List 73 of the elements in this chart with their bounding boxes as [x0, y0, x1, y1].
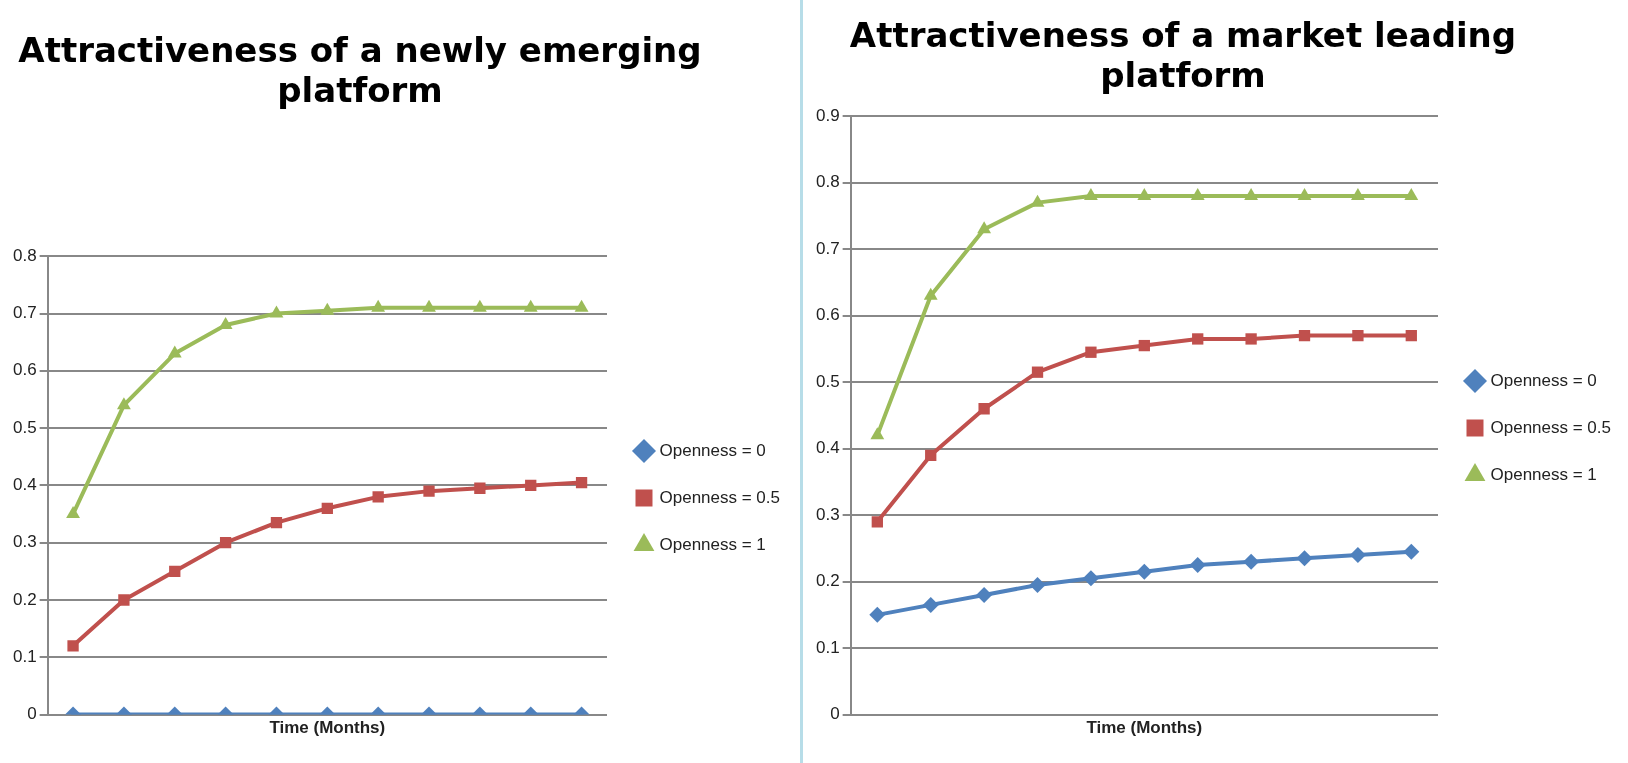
point [871, 516, 883, 528]
point [1296, 550, 1313, 567]
point [1136, 563, 1153, 580]
point [422, 299, 436, 312]
point [1403, 543, 1420, 560]
point [574, 299, 589, 312]
point [218, 316, 233, 329]
point [1083, 187, 1098, 200]
point [925, 449, 937, 461]
point [1243, 553, 1260, 570]
point [116, 397, 131, 410]
point [1085, 346, 1097, 358]
legend-label: Openness = 1 [659, 534, 766, 554]
point [1029, 576, 1046, 593]
y-tick-label: 0.7 [815, 238, 840, 258]
point [1245, 333, 1257, 345]
point [269, 305, 284, 318]
x-axis-title: Time (Months) [269, 718, 386, 738]
point [66, 506, 80, 519]
y-tick-label: 0.2 [12, 589, 37, 609]
y-tick-label: 0 [830, 704, 840, 724]
point [371, 299, 386, 312]
y-tick-label: 0.1 [815, 637, 840, 657]
legend-label: Openness = 0.5 [1490, 417, 1612, 437]
y-tick-label: 0.4 [12, 475, 37, 495]
point [923, 287, 938, 300]
point [922, 596, 939, 613]
point [1190, 187, 1205, 200]
y-tick-label: 0.1 [12, 646, 37, 666]
point [1137, 187, 1152, 200]
point [1031, 366, 1044, 378]
y-tick-label: 0.7 [12, 303, 37, 323]
point [977, 221, 992, 234]
legend-label: Openness = 0.5 [659, 487, 781, 507]
point [1192, 333, 1204, 345]
legend-label: Openness = 0 [1490, 370, 1597, 390]
point [1349, 547, 1366, 564]
point [1244, 187, 1259, 200]
y-tick-label: 0.3 [815, 504, 840, 524]
point [870, 427, 885, 440]
legend-label: Openness = 1 [1490, 464, 1597, 484]
y-tick-label: 0.5 [815, 371, 840, 391]
point [1030, 194, 1045, 207]
chart-title: Attractiveness of a market leading platform [848, 15, 1518, 95]
point [978, 403, 990, 415]
point [1138, 339, 1150, 352]
point [1404, 187, 1419, 200]
y-tick-label: 0.9 [815, 105, 840, 125]
point [976, 586, 993, 603]
point [1405, 329, 1417, 342]
y-tick-label: 0.8 [12, 245, 37, 265]
y-tick-label: 0.6 [12, 360, 37, 380]
point [869, 606, 886, 623]
y-tick-label: 0.6 [815, 305, 840, 325]
y-tick-label: 0.5 [12, 417, 37, 437]
point [1298, 329, 1311, 342]
point [1297, 187, 1312, 200]
y-tick-label: 0.8 [815, 172, 840, 192]
point [1082, 570, 1099, 587]
point [523, 299, 538, 312]
y-tick-label: 0.4 [815, 438, 840, 458]
point [1189, 557, 1206, 573]
point [1352, 329, 1364, 342]
legend-label: Openness = 0 [659, 440, 766, 460]
y-tick-label: 0.2 [815, 571, 840, 591]
point [320, 302, 335, 315]
point [472, 299, 487, 312]
point [167, 345, 182, 358]
point [1350, 187, 1365, 200]
y-tick-label: 0 [27, 704, 37, 724]
chart-title: Attractiveness of a newly emerging platform [17, 30, 703, 110]
x-axis-title: Time (Months) [1086, 718, 1203, 738]
y-tick-label: 0.3 [12, 532, 37, 552]
